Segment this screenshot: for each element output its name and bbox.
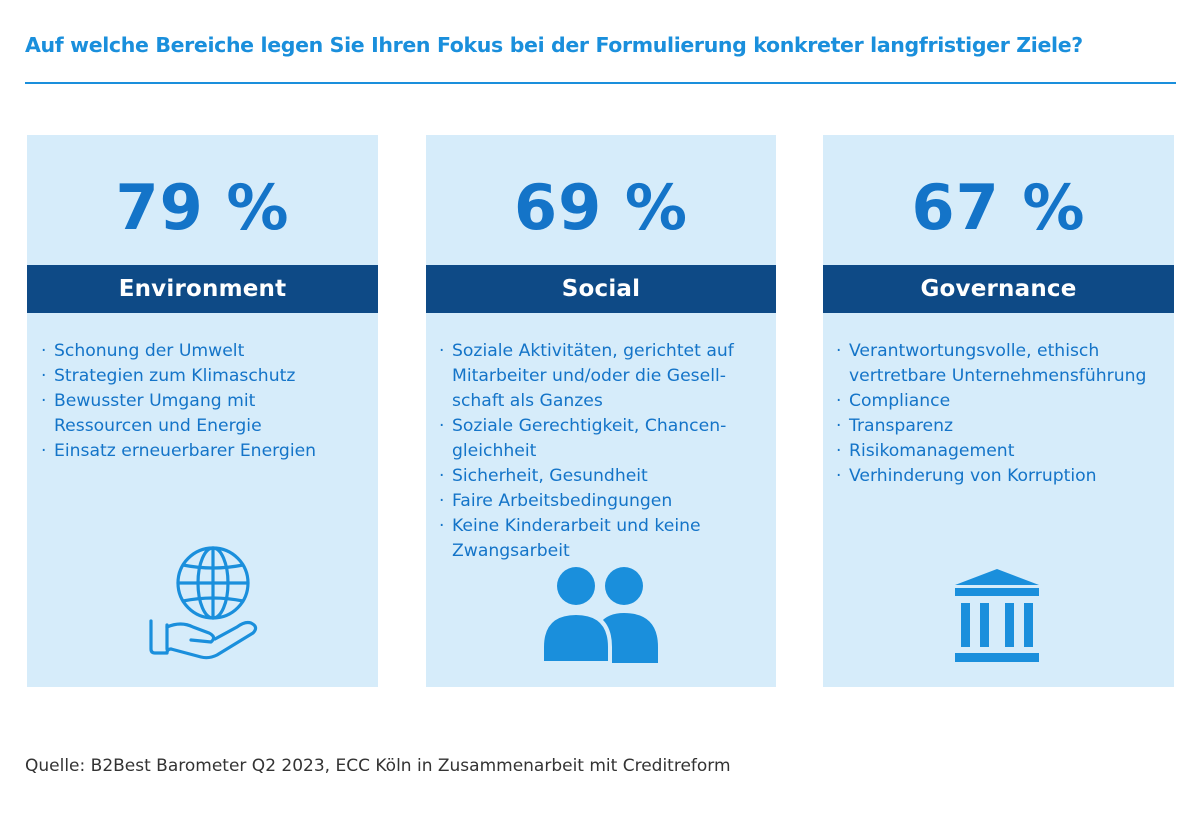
people-icon [540,567,658,663]
source-note: Quelle: B2Best Barometer Q2 2023, ECC Kö… [25,756,731,776]
card-label: Social [426,265,776,313]
list-item: · Verantwortungsvolle, ethisch vertretbar… [836,341,1147,386]
card-label: Environment [27,265,378,313]
card-percent: 69 % [514,171,688,244]
card-item-list: · Schonung der Umwelt · Strategien zum Kli… [40,339,372,464]
card-item-list: · Soziale Aktivitäten, gerichtet auf Mita… [438,339,770,564]
list-item: · Compliance [836,391,951,411]
card-item-list: · Verantwortungsvolle, ethisch vertretbar… [835,339,1168,489]
card-governance: 67 % Governance · Verantwortungsvolle, et… [823,135,1174,687]
card-percent: 79 % [115,171,290,244]
list-item: · Bewusster Umgang mit Ressourcen und Ene… [41,391,262,436]
list-item: · Risikomanagement [836,441,1015,461]
list-item: · Transparenz [836,416,954,436]
list-item: · Keine Kinderarbeit und keine Zwangsarbe… [439,516,701,561]
list-item: · Sicherheit, Gesundheit [439,466,648,486]
card-social: 69 % Social · Soziale Aktivitäten, gerich… [426,135,776,687]
card-label: Governance [823,265,1174,313]
list-item: · Soziale Aktivitäten, gerichtet auf Mita… [439,341,734,411]
list-item: · Verhinderung von Korruption [836,466,1097,486]
institution-building-icon [955,569,1039,662]
page-title: Auf welche Bereiche legen Sie Ihren Foku… [25,33,1083,57]
globe-in-hand-icon [149,546,258,660]
title-divider [25,82,1176,84]
list-item: · Schonung der Umwelt [41,341,245,361]
list-item: · Soziale Gerechtigkeit, Chancen-gleichhe… [439,416,727,461]
list-item: · Strategien zum Klimaschutz [41,366,296,386]
list-item: · Einsatz erneuerbarer Energien [41,441,317,461]
card-environment: 79 % Environment · Schonung der Umwelt · S… [27,135,378,687]
list-item: · Faire Arbeitsbedingungen [439,491,673,511]
card-percent: 67 % [911,171,1086,244]
